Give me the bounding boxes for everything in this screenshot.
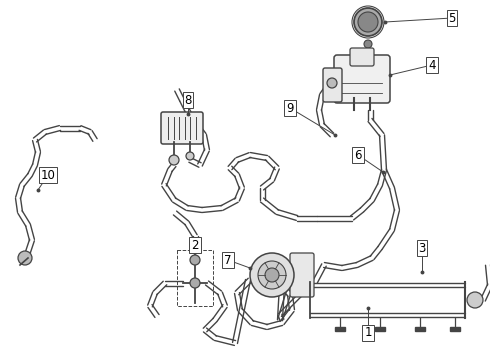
Circle shape (250, 253, 294, 297)
Bar (415, 327, 425, 331)
Text: 9: 9 (286, 102, 294, 114)
Circle shape (186, 152, 194, 160)
FancyBboxPatch shape (350, 48, 374, 66)
Circle shape (467, 292, 483, 308)
FancyBboxPatch shape (323, 68, 342, 102)
Text: 2: 2 (191, 239, 199, 252)
Bar (450, 327, 460, 331)
Circle shape (358, 12, 378, 32)
Text: 4: 4 (428, 59, 436, 72)
Text: 8: 8 (184, 94, 192, 107)
Circle shape (18, 251, 32, 265)
Circle shape (354, 8, 382, 36)
FancyBboxPatch shape (334, 55, 390, 103)
Circle shape (190, 255, 200, 265)
Text: 5: 5 (448, 12, 456, 24)
Text: 3: 3 (418, 242, 426, 255)
Circle shape (364, 40, 372, 48)
Bar (177, 250, 213, 306)
Text: 6: 6 (354, 149, 362, 162)
Text: 10: 10 (41, 168, 55, 181)
Text: 7: 7 (224, 253, 232, 266)
FancyBboxPatch shape (161, 112, 203, 144)
Bar (335, 327, 345, 331)
Text: 1: 1 (364, 327, 372, 339)
Bar (375, 327, 385, 331)
Circle shape (190, 278, 200, 288)
Circle shape (258, 261, 286, 289)
Circle shape (327, 78, 337, 88)
FancyBboxPatch shape (290, 253, 314, 297)
Circle shape (169, 155, 179, 165)
Circle shape (265, 268, 279, 282)
